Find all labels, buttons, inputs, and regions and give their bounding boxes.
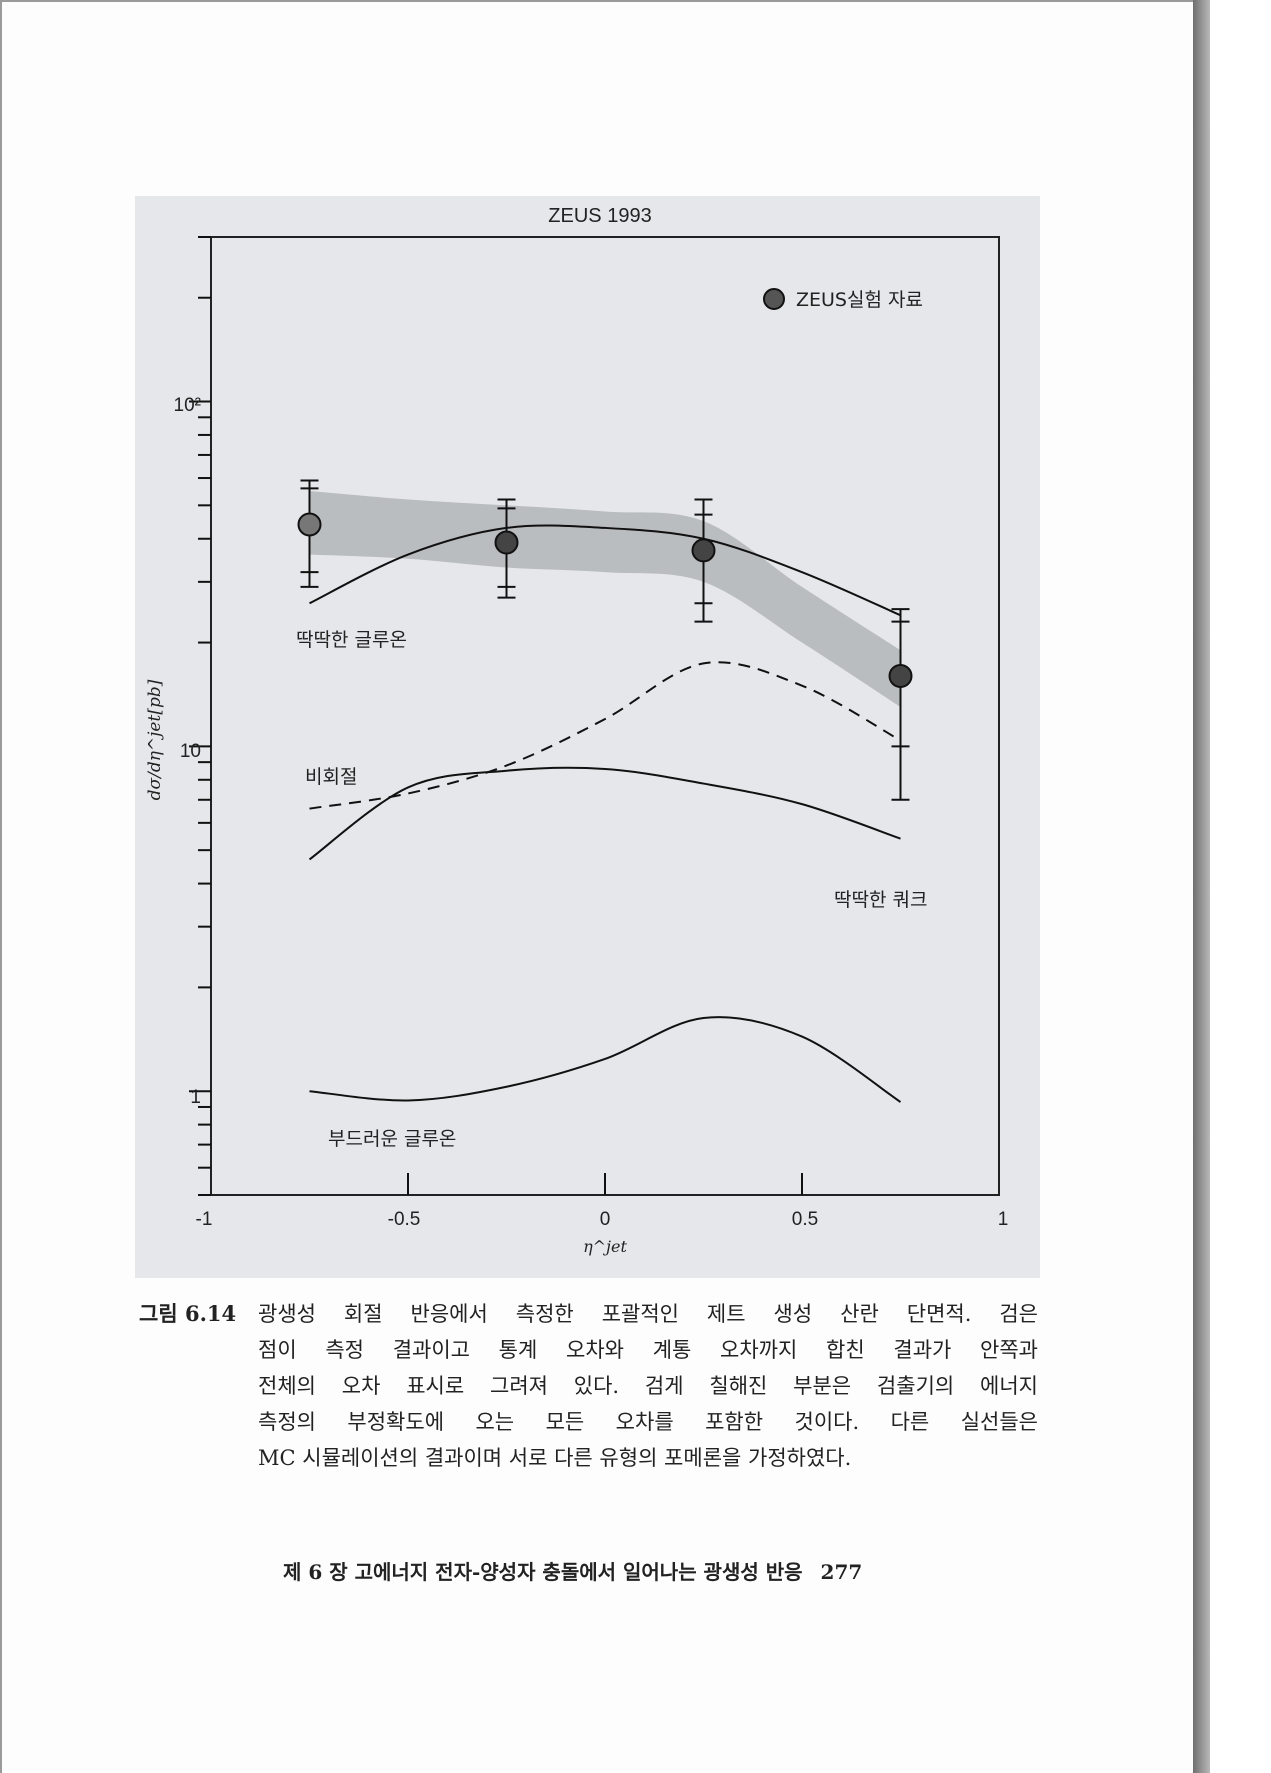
legend-label: ZEUS실험 자료 [796, 289, 923, 311]
curve-soft-gluon [309, 1016, 902, 1103]
curve-label-hard-quark: 딱딱한 쿼크 [834, 889, 927, 911]
caption-line: 점이 측정 결과이고 통계 오차와 계통 오차까지 합친 결과가 안쪽과 [258, 1338, 1038, 1362]
x-tick-label-05: 0.5 [792, 1209, 818, 1230]
figure-number: 그림 6.14 [139, 1301, 237, 1326]
energy-uncertainty-band [309, 491, 901, 708]
x-tick-label-m05: -0.5 [388, 1209, 421, 1230]
data-point [691, 538, 716, 563]
data-point [494, 530, 519, 555]
plot-frame [210, 236, 1000, 1196]
x-tick-label-1: 1 [998, 1209, 1009, 1230]
y-tick-label-10: 10 [180, 741, 201, 762]
page-footer: 제 6 장 고에너지 전자-양성자 충돌에서 일어나는 광생성 반응 277 [283, 1556, 862, 1585]
curve-hard-gluon [309, 524, 901, 617]
x-axis-label: η^jet [583, 1237, 627, 1256]
y-tick-label-1: 1 [190, 1087, 201, 1108]
caption-line: 광생성 회절 반응에서 측정한 포괄적인 제트 생성 산란 단면적. 검은 [258, 1302, 1038, 1326]
data-point [297, 512, 322, 537]
curve-non-diffractive [309, 661, 901, 810]
x-tick-label-0: 0 [600, 1209, 611, 1230]
y-axis-label: dσ/dη^jet[pb] [145, 679, 165, 800]
curve-label-non-diffractive: 비회절 [305, 766, 357, 788]
chart-title: ZEUS 1993 [548, 205, 651, 227]
curve-label-soft-gluon: 부드러운 글루온 [328, 1128, 456, 1150]
caption-line: MC 시뮬레이션의 결과이며 서로 다른 유형의 포메론을 가정하였다. [258, 1446, 852, 1470]
data-point [888, 663, 913, 688]
chart: ZEUS 1993 1 10 10² -1 -0.5 0 0.5 1 η^jet… [145, 205, 1009, 1256]
caption-line: 측정의 부정확도에 오는 모든 오차를 포함한 것이다. 다른 실선들은 [258, 1410, 1038, 1434]
y-tick-label-100: 10² [174, 395, 201, 416]
figure-panel [135, 196, 1040, 1278]
legend-marker [763, 288, 785, 310]
caption-line: 전체의 오차 표시로 그려져 있다. 검게 칠해진 부분은 검출기의 에너지 [258, 1374, 1038, 1398]
page-edge-shadow [1193, 0, 1210, 1773]
curve-label-hard-gluon: 딱딱한 글루온 [296, 629, 407, 651]
chapter-title: 제 6 장 고에너지 전자-양성자 충돌에서 일어나는 광생성 반응 [283, 1560, 803, 1584]
x-tick-label-m1: -1 [196, 1209, 213, 1230]
page-number: 277 [820, 1560, 863, 1584]
curve-hard-quark [308, 766, 901, 861]
